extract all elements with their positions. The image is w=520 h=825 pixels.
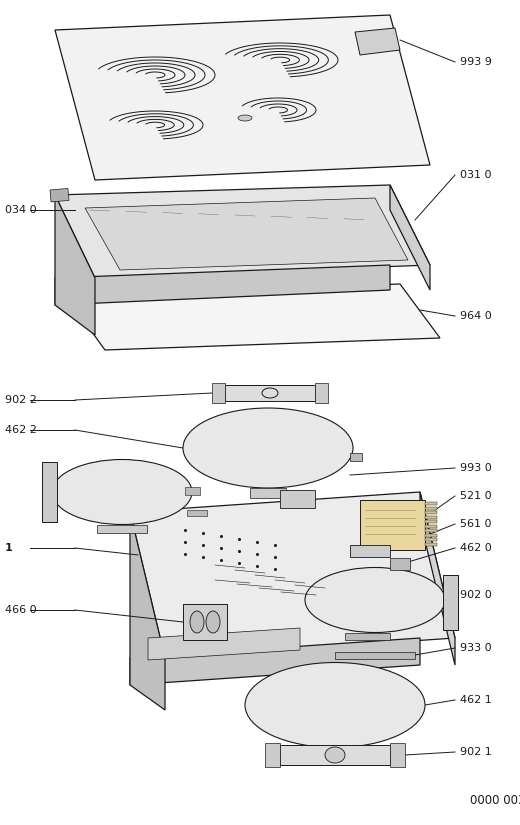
Bar (265, 743, 280, 767)
Ellipse shape (190, 611, 204, 633)
Polygon shape (390, 185, 430, 290)
Text: 964 0: 964 0 (460, 311, 492, 321)
Text: 993 0: 993 0 (460, 463, 492, 473)
Polygon shape (55, 195, 95, 335)
Text: 466 0: 466 0 (5, 605, 36, 615)
Bar (425, 529, 437, 532)
Polygon shape (85, 198, 408, 270)
Bar (425, 543, 437, 545)
Bar (425, 525, 437, 527)
Bar (315, 383, 328, 403)
Bar (185, 487, 200, 495)
Polygon shape (130, 638, 420, 685)
Text: 1: 1 (5, 543, 13, 553)
Ellipse shape (206, 611, 220, 633)
Text: 462 0: 462 0 (460, 543, 492, 553)
Bar (50, 188, 69, 202)
Polygon shape (65, 284, 440, 350)
Bar (212, 383, 225, 403)
Bar (425, 511, 437, 514)
Text: 902 2: 902 2 (5, 395, 37, 405)
Text: 034 0: 034 0 (5, 205, 36, 215)
Bar (360, 500, 425, 550)
Text: 993 9: 993 9 (460, 57, 492, 67)
Bar (345, 633, 390, 640)
Text: 462 2: 462 2 (5, 425, 37, 435)
Ellipse shape (305, 568, 445, 633)
Text: 462 1: 462 1 (460, 695, 492, 705)
Ellipse shape (245, 662, 425, 747)
Text: 0000 003 67060: 0000 003 67060 (470, 794, 520, 807)
Text: 031 0: 031 0 (460, 170, 491, 180)
Bar (350, 545, 390, 557)
Ellipse shape (183, 408, 353, 488)
Bar (425, 538, 437, 541)
Polygon shape (55, 15, 430, 180)
Polygon shape (55, 185, 430, 278)
Polygon shape (148, 628, 300, 660)
Bar (42, 462, 57, 522)
Text: 933 0: 933 0 (460, 643, 491, 653)
Polygon shape (130, 512, 165, 710)
Polygon shape (355, 28, 400, 55)
Text: 561 0: 561 0 (460, 519, 491, 529)
Polygon shape (130, 492, 455, 658)
Bar (225, 385, 315, 401)
Text: 902 1: 902 1 (460, 747, 492, 757)
Bar (183, 604, 227, 640)
Bar (425, 534, 437, 536)
Bar (187, 510, 207, 516)
Ellipse shape (238, 115, 252, 121)
Ellipse shape (52, 460, 192, 525)
Bar (425, 502, 437, 505)
Bar (350, 453, 362, 461)
Bar (250, 488, 286, 498)
Polygon shape (420, 492, 455, 665)
Bar (97, 525, 147, 533)
Ellipse shape (325, 747, 345, 763)
Polygon shape (55, 265, 390, 305)
Bar (390, 743, 405, 767)
Bar (280, 745, 390, 765)
Bar (280, 490, 315, 508)
Bar (335, 652, 415, 659)
Bar (425, 516, 437, 518)
Bar (425, 507, 437, 510)
Bar (390, 558, 410, 570)
Text: 521 0: 521 0 (460, 491, 491, 501)
Bar (443, 575, 458, 630)
Bar (425, 520, 437, 523)
Text: 902 0: 902 0 (460, 590, 492, 600)
